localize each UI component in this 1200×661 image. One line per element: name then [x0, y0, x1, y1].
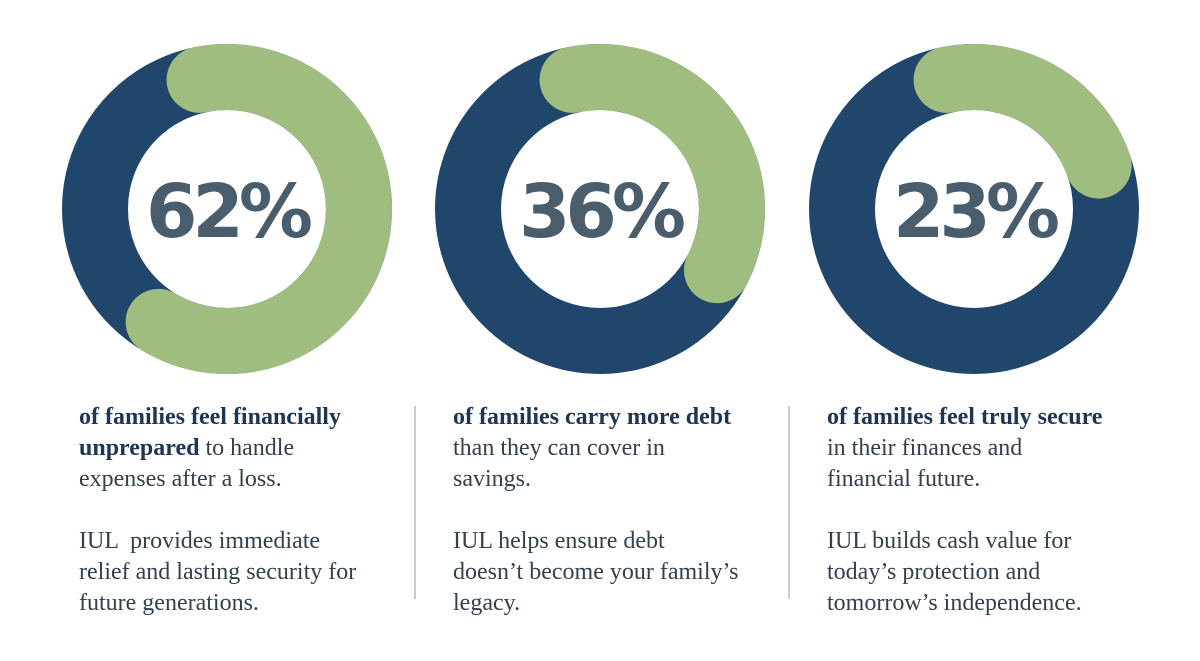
donut-value-arc: [539, 44, 765, 304]
donut-svg-3: 23%: [809, 44, 1139, 374]
stat-text: savings.: [453, 466, 531, 492]
stat-description-1: of families feel financially unprepared …: [79, 402, 389, 619]
donut-value-arc: [125, 44, 392, 374]
stat-statement: of families carry more debt than they ca…: [453, 402, 763, 495]
stat-statement: of families feel financially unprepared …: [79, 402, 389, 495]
stat-text: to handle: [199, 435, 295, 461]
iul-note-line: IUL helps ensure debt: [453, 528, 665, 554]
stat-description-3: of families feel truly secure in their f…: [827, 402, 1137, 619]
iul-note: IUL provides immediate relief and lastin…: [79, 526, 389, 619]
percent-label: 36%: [519, 169, 684, 255]
stat-text: financial future.: [827, 466, 981, 492]
iul-note-line: legacy.: [453, 590, 521, 616]
percent-label: 62%: [146, 169, 311, 255]
stat-bold-text: of families feel financially: [79, 404, 341, 430]
iul-note-line: IUL provides immediate: [79, 528, 321, 554]
stat-text: in their finances and: [827, 435, 1023, 461]
stat-statement: of families feel truly secure in their f…: [827, 402, 1137, 495]
donut-svg-1: 62%: [62, 44, 392, 374]
stat-text: than they can cover in: [453, 435, 665, 461]
stat-text: expenses after a loss.: [79, 466, 282, 492]
stat-bold-text: of families carry more debt: [453, 404, 732, 430]
iul-note-line: future generations.: [79, 590, 259, 616]
iul-note-line: IUL builds cash value for: [827, 528, 1072, 554]
iul-note-line: relief and lasting security for: [79, 559, 357, 585]
donut-chart-23: 23%: [809, 44, 1139, 374]
stat-description-2: of families carry more debt than they ca…: [453, 402, 763, 619]
stat-bold-text: unprepared: [79, 435, 200, 461]
percent-label: 23%: [893, 169, 1058, 255]
iul-note-line: tomorrow’s independence.: [827, 590, 1082, 616]
iul-note-line: today’s protection and: [827, 559, 1041, 585]
donut-svg-2: 36%: [435, 44, 765, 374]
stat-bold-text: of families feel truly secure: [827, 404, 1103, 430]
column-divider: [788, 406, 790, 599]
donut-chart-62: 62%: [62, 44, 392, 374]
column-divider: [414, 406, 416, 599]
donut-chart-36: 36%: [435, 44, 765, 374]
iul-note: IUL builds cash value for today’s protec…: [827, 526, 1137, 619]
iul-note: IUL helps ensure debt doesn’t become you…: [453, 526, 763, 619]
iul-note-line: doesn’t become your family’s: [453, 559, 739, 585]
donut-value-arc: [913, 44, 1132, 199]
